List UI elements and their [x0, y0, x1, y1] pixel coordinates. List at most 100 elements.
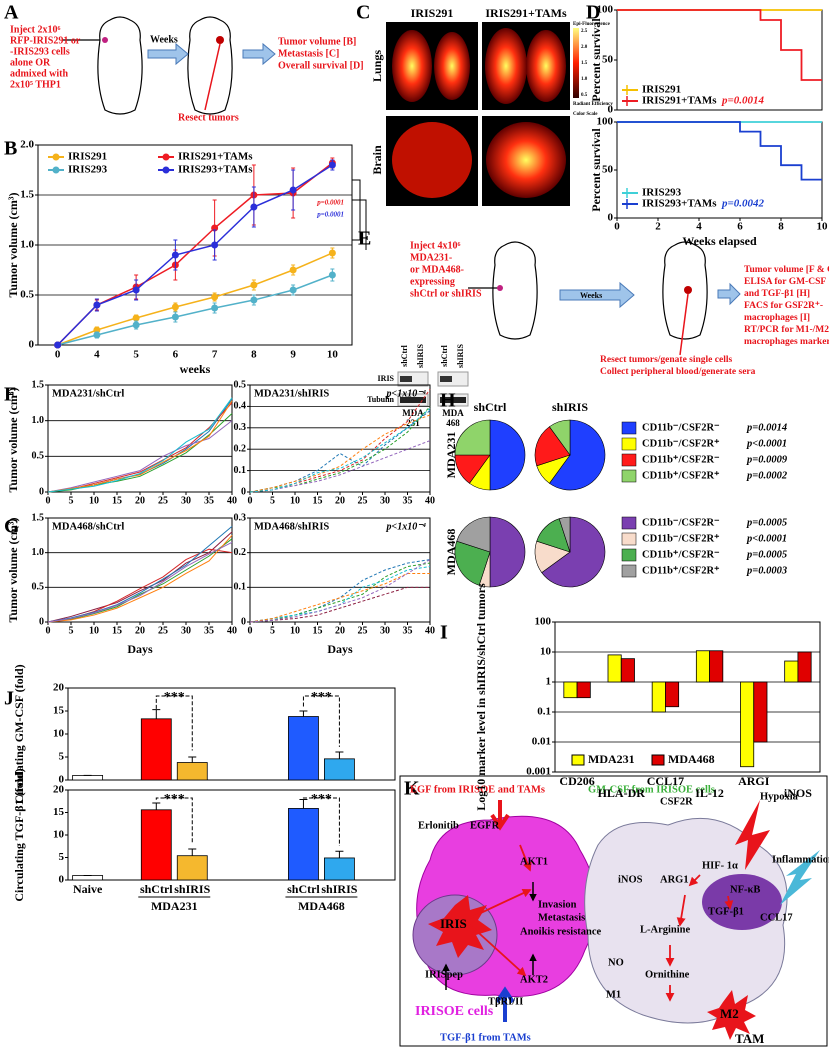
x-tick-label: 35	[204, 495, 214, 506]
x-tick-label: shIRIS	[174, 882, 210, 896]
marker	[250, 296, 258, 304]
marker	[328, 271, 336, 279]
diagram-label: Erlonitib	[418, 820, 459, 831]
y-tick-label: 0	[59, 774, 65, 786]
y-tick-label: 0	[241, 616, 246, 627]
diagram-label: GM-CSF from IRISOE cells	[588, 784, 715, 795]
x-tick-label: 5	[69, 625, 74, 636]
y-tick-label: 0.3	[234, 512, 247, 523]
outcome-text: RT/PCR for M1-/M2-	[744, 325, 829, 335]
lung-signal	[434, 32, 470, 100]
marker	[211, 241, 219, 249]
legend-swatch	[621, 564, 637, 578]
protocol-text: expressing	[410, 276, 455, 287]
p-value: p=0.0003	[746, 565, 787, 576]
y-tick-label: 0.5	[234, 379, 247, 390]
plot-frame	[249, 517, 431, 623]
y-tick-label: 0.001	[526, 766, 551, 778]
panel-letter: C	[356, 2, 370, 24]
y-tick-label: 1.5	[32, 512, 45, 523]
legend-marker	[52, 166, 60, 174]
x-tick-label: 0	[248, 625, 253, 636]
diagram-label: IRISpep	[425, 969, 463, 980]
diagram-label: NF-κB	[730, 884, 760, 895]
legend-label: CD11b⁻/CSF2R⁺	[642, 438, 720, 449]
legend-label: IRIS291+TAMs	[642, 95, 717, 107]
x-tick-label: 25	[158, 495, 168, 506]
pie-slice	[489, 516, 526, 588]
chart-title: MDA231/shIRIS	[254, 388, 329, 399]
protocol-text: -IRIS293 cells	[10, 46, 70, 57]
lane-label: shIRIS	[416, 343, 425, 368]
marker	[289, 186, 297, 194]
bar	[324, 758, 355, 781]
legend-marker	[162, 166, 170, 174]
brain-signal	[392, 122, 472, 198]
x-tick-label: 0	[46, 625, 51, 636]
x-tick-label: 35	[204, 625, 214, 636]
y-tick-label: 0.1	[537, 706, 551, 718]
annotation: p=0.0001	[316, 211, 344, 219]
x-tick-label: 10	[327, 349, 339, 361]
p-value: p=0.0005	[746, 549, 787, 560]
y-tick-label: 20	[53, 784, 65, 796]
egf-arrow	[490, 800, 510, 831]
axis-label: Percent survival	[589, 18, 603, 102]
arrow	[147, 42, 189, 66]
y-tick-label: 20	[53, 682, 65, 694]
group-label: MDA468	[298, 899, 345, 913]
x-tick-label: 30	[181, 495, 191, 506]
diagram-label: Ornithine	[645, 969, 690, 980]
diagram-label: AKT1	[520, 856, 548, 867]
x-tick-label: 20	[335, 495, 345, 506]
diagram-label: iNOS	[618, 874, 643, 885]
bar	[797, 651, 812, 683]
bar	[72, 875, 104, 881]
y-tick-label: 1.0	[32, 547, 45, 558]
series-line	[617, 9, 822, 81]
pie-slice	[558, 516, 571, 553]
y-tick-label: 0.2	[234, 443, 247, 454]
bar	[176, 855, 208, 881]
arrow-label: Weeks	[150, 34, 178, 45]
y-tick-label: 0.1	[234, 582, 247, 593]
resect-text: Resect tumors/genate single cells	[600, 355, 732, 365]
column-label: shCtrl	[474, 400, 507, 414]
lane-label: shCtrl	[440, 344, 449, 367]
legend-label: IRIS293+TAMs	[642, 198, 717, 210]
marker	[250, 203, 258, 211]
protocol-text: RFP-IRIS291 or	[10, 35, 81, 46]
panel-letter: J	[4, 688, 14, 710]
protocol-text: Inject 2x10⁶	[10, 24, 61, 35]
outcome-text: macrophages markers [J]	[744, 337, 829, 347]
pie-slice	[454, 419, 491, 456]
protocol-text: admixed with	[10, 68, 69, 79]
y-tick-label: 1	[546, 676, 552, 688]
panel-letter: D	[586, 2, 600, 24]
protocol-text: or MDA468-	[410, 264, 464, 275]
marker	[328, 161, 336, 169]
y-tick-label: 1.5	[32, 379, 45, 390]
marker	[132, 314, 140, 322]
diagram-label: EGF from IRISOE and TAMs	[410, 784, 545, 795]
legend-label: MDA231	[588, 752, 635, 766]
y-tick-label: 0	[29, 339, 35, 351]
scale-note: Color Scale	[573, 112, 598, 117]
legend-label: CD11b⁺/CSF2R⁺	[642, 565, 720, 576]
series-line	[47, 538, 233, 623]
legend-marker	[52, 153, 60, 161]
tumor	[684, 286, 692, 294]
axis-label: Tumor volume (cm³)	[6, 388, 20, 493]
mouse-schematic-a	[62, 16, 233, 115]
series-line	[249, 406, 431, 493]
diagram-label: IRIS	[440, 916, 467, 931]
series-line	[47, 531, 233, 623]
legend-swatch	[621, 453, 637, 467]
diagram-label: Anoikis resistance	[520, 926, 602, 937]
tam-nucleus	[702, 874, 782, 930]
annotation: p=0.0001	[316, 199, 344, 207]
diagram-label: CCL17	[760, 912, 793, 923]
x-tick-label: 2	[655, 221, 661, 233]
legend-label: IRIS291+TAMs	[178, 151, 253, 163]
arrow-label: Weeks	[580, 291, 602, 300]
